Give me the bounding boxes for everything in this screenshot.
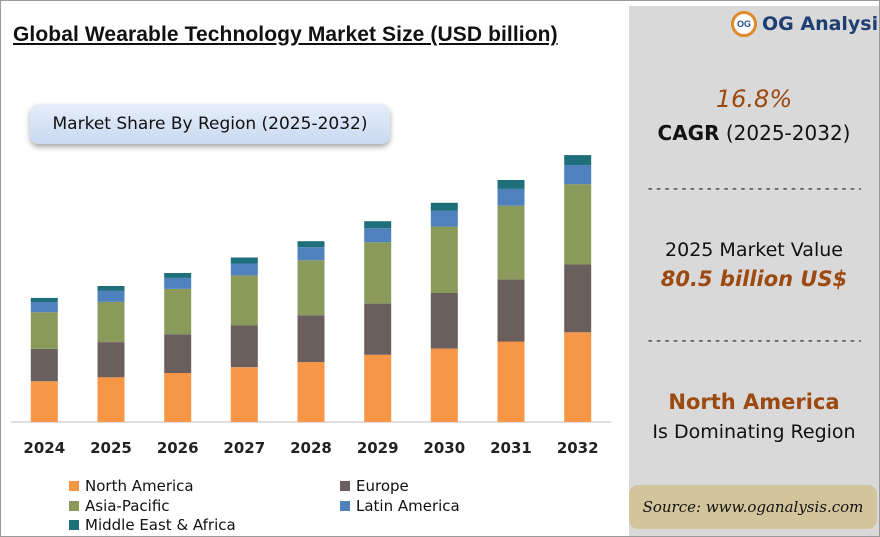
- bar-2030-asia-pacific: [430, 226, 458, 293]
- legend-label-north-america: North America: [85, 477, 194, 495]
- bar-2027-asia-pacific: [230, 275, 258, 326]
- x-tick-label-2030: 2030: [423, 439, 465, 457]
- bar-2027-latin-america: [230, 263, 258, 276]
- dominating-region-label: Is Dominating Region: [652, 421, 856, 443]
- legend-label-europe: Europe: [356, 477, 409, 495]
- bar-2028-asia-pacific: [297, 260, 325, 316]
- bar-2032-asia-pacific: [564, 184, 592, 265]
- bar-2032-north-america: [564, 332, 592, 422]
- bar-2025-asia-pacific: [97, 301, 125, 342]
- legend-item-asia-pacific: Asia-Pacific: [69, 497, 170, 515]
- market-value: 80.5 billion US$: [660, 267, 848, 291]
- bar-2031-asia-pacific: [497, 205, 525, 280]
- bar-2025-middle-east-africa: [97, 286, 125, 291]
- legend-item-north-america: North America: [69, 477, 194, 495]
- brand-logo: OG OG Analysis: [731, 11, 880, 37]
- bar-2032-latin-america: [564, 165, 592, 185]
- bar-2030-europe: [430, 293, 458, 349]
- bar-2024-latin-america: [30, 301, 58, 313]
- divider-bottom: ----------------------------: [646, 333, 861, 349]
- bar-2032-middle-east-africa: [564, 155, 592, 166]
- summary-panel: [629, 6, 879, 536]
- subtitle-label: Market Share By Region (2025-2032): [52, 114, 368, 134]
- x-tick-label-2026: 2026: [157, 439, 199, 457]
- legend-swatch-asia-pacific: [69, 501, 79, 511]
- bar-2026-latin-america: [164, 277, 192, 289]
- x-tick-label-2028: 2028: [290, 439, 332, 457]
- source-text: Source: www.oganalysis.com: [642, 498, 864, 516]
- legend-swatch-europe: [340, 481, 350, 491]
- x-tick-label-2025: 2025: [90, 439, 132, 457]
- legend-item-europe: Europe: [340, 477, 409, 495]
- logo-mark-text: OG: [736, 19, 751, 29]
- bar-2024-north-america: [30, 381, 58, 422]
- divider-top: ----------------------------: [646, 181, 861, 197]
- cagr-label-line: CAGR (2025-2032): [629, 121, 879, 145]
- subtitle-box: Market Share By Region (2025-2032): [30, 104, 390, 144]
- bar-2029-north-america: [364, 354, 392, 422]
- legend-label-asia-pacific: Asia-Pacific: [85, 497, 170, 515]
- legend-item-middle-east-africa: Middle East & Africa: [69, 516, 236, 534]
- bar-2026-europe: [164, 334, 192, 373]
- bar-2029-latin-america: [364, 228, 392, 243]
- cagr-label: CAGR: [657, 121, 720, 145]
- bar-2028-middle-east-africa: [297, 241, 325, 248]
- bar-2031-north-america: [497, 341, 525, 422]
- source-box: Source: www.oganalysis.com: [629, 485, 877, 529]
- legend-label-middle-east-africa: Middle East & Africa: [85, 516, 236, 534]
- legend-swatch-latin-america: [340, 501, 350, 511]
- bar-2027-north-america: [230, 367, 258, 422]
- bar-2024-europe: [30, 348, 58, 382]
- x-tick-label-2032: 2032: [557, 439, 599, 457]
- bar-2031-europe: [497, 279, 525, 342]
- bar-2024-middle-east-africa: [30, 297, 58, 302]
- cagr-period: (2025-2032): [725, 121, 851, 145]
- bar-2028-latin-america: [297, 247, 325, 261]
- market-value-label: 2025 Market Value: [665, 239, 843, 261]
- bar-2031-middle-east-africa: [497, 180, 525, 189]
- bar-2032-europe: [564, 264, 592, 333]
- bar-2028-europe: [297, 315, 325, 363]
- bar-2027-middle-east-africa: [230, 257, 258, 264]
- stacked-bar-chart: 2024 2025 2026 2027 2028 2029 2030 2031 2032: [11, 155, 611, 457]
- bar-2029-middle-east-africa: [364, 221, 392, 229]
- bar-2025-latin-america: [97, 290, 125, 302]
- legend-swatch-north-america: [69, 481, 79, 491]
- logo-icon: OG: [731, 11, 757, 37]
- bar-2025-europe: [97, 342, 125, 378]
- bar-2024-asia-pacific: [30, 312, 58, 349]
- bar-2030-latin-america: [430, 210, 458, 227]
- bar-2030-middle-east-africa: [430, 202, 458, 211]
- bar-2026-north-america: [164, 372, 192, 422]
- bar-2029-europe: [364, 303, 392, 355]
- bar-2026-asia-pacific: [164, 288, 192, 335]
- legend-item-latin-america: Latin America: [340, 497, 460, 515]
- bar-2029-asia-pacific: [364, 242, 392, 304]
- bar-2028-north-america: [297, 362, 325, 422]
- bar-2030-north-america: [430, 348, 458, 422]
- chart-title: Global Wearable Technology Market Size (…: [13, 23, 558, 46]
- bar-2025-north-america: [97, 377, 125, 422]
- x-tick-label-2031: 2031: [490, 439, 532, 457]
- bar-2027-europe: [230, 325, 258, 368]
- bar-2026-middle-east-africa: [164, 273, 192, 278]
- logo-text: OG Analysis: [762, 13, 880, 35]
- dominating-region: North America: [668, 390, 840, 414]
- x-tick-label-2027: 2027: [223, 439, 265, 457]
- legend-label-latin-america: Latin America: [356, 497, 460, 515]
- bar-2031-latin-america: [497, 188, 525, 206]
- x-tick-label-2029: 2029: [357, 439, 399, 457]
- cagr-value: 16.8%: [715, 85, 793, 113]
- legend-swatch-middle-east-africa: [69, 520, 79, 530]
- x-tick-label-2024: 2024: [23, 439, 65, 457]
